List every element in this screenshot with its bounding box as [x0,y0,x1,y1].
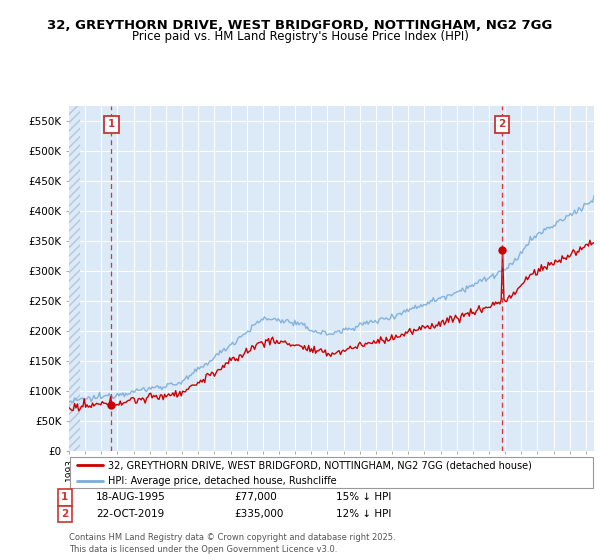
Text: 15% ↓ HPI: 15% ↓ HPI [336,492,391,502]
Text: £77,000: £77,000 [234,492,277,502]
Text: 12% ↓ HPI: 12% ↓ HPI [336,509,391,519]
Text: 22-OCT-2019: 22-OCT-2019 [96,509,164,519]
FancyBboxPatch shape [70,457,593,488]
Text: 1: 1 [61,492,68,502]
Text: 2: 2 [61,509,68,519]
Text: HPI: Average price, detached house, Rushcliffe: HPI: Average price, detached house, Rush… [109,477,337,486]
Text: 2: 2 [499,119,506,129]
Text: 1: 1 [107,119,115,129]
Text: £335,000: £335,000 [234,509,283,519]
Text: Contains HM Land Registry data © Crown copyright and database right 2025.
This d: Contains HM Land Registry data © Crown c… [69,533,395,554]
Text: 32, GREYTHORN DRIVE, WEST BRIDGFORD, NOTTINGHAM, NG2 7GG (detached house): 32, GREYTHORN DRIVE, WEST BRIDGFORD, NOT… [109,460,532,470]
Text: 18-AUG-1995: 18-AUG-1995 [96,492,166,502]
Text: Price paid vs. HM Land Registry's House Price Index (HPI): Price paid vs. HM Land Registry's House … [131,30,469,43]
Text: 32, GREYTHORN DRIVE, WEST BRIDGFORD, NOTTINGHAM, NG2 7GG: 32, GREYTHORN DRIVE, WEST BRIDGFORD, NOT… [47,19,553,32]
